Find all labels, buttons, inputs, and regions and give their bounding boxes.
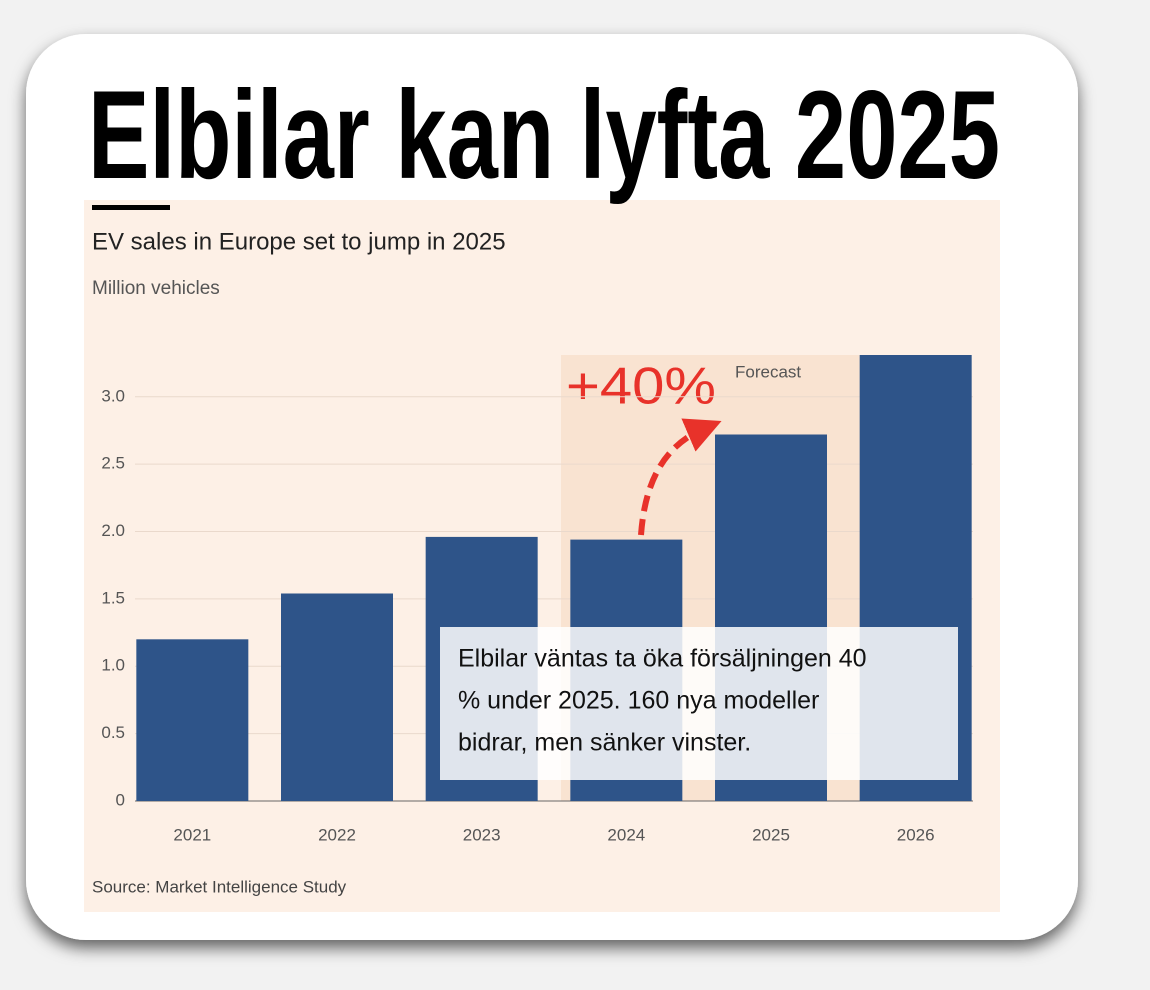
- y-tick-label: 0.5: [101, 723, 125, 742]
- title-rule: [92, 205, 170, 210]
- headline: Elbilar kan lyfta 2025: [88, 66, 1000, 205]
- forecast-label: Forecast: [735, 362, 801, 381]
- y-axis-label: Million vehicles: [92, 278, 220, 299]
- note-line: Elbilar väntas ta öka försäljningen 40: [458, 645, 867, 673]
- y-tick-label: 2.5: [101, 454, 125, 473]
- bar: [136, 639, 249, 801]
- note-box: [440, 627, 958, 780]
- x-tick-label: 2022: [318, 825, 356, 844]
- grid: 0 0.5 1.0 1.5 2.0 2.5 3.0: [101, 386, 973, 809]
- x-tick-label: 2021: [173, 825, 211, 844]
- annotation: +40%: [566, 358, 716, 416]
- bar: [281, 593, 393, 801]
- x-tick-label: 2026: [897, 825, 935, 844]
- y-tick-label: 0: [116, 790, 125, 809]
- y-tick-label: 1.5: [101, 588, 125, 607]
- x-tick-label: 2023: [463, 825, 501, 844]
- y-tick-label: 3.0: [101, 386, 125, 405]
- x-tick-label: 2025: [752, 825, 790, 844]
- note: Elbilar väntas ta öka försäljningen 40 % …: [458, 645, 867, 757]
- source: Source: Market Intelligence Study: [92, 877, 347, 896]
- note-line: % under 2025. 160 nya modeller: [458, 687, 819, 715]
- y-tick-label: 2.0: [101, 521, 125, 540]
- note-line: bidrar, men sänker vinster.: [458, 729, 751, 757]
- x-tick-label: 2024: [607, 825, 645, 844]
- chart-title: EV sales in Europe set to jump in 2025: [92, 228, 506, 255]
- y-tick-label: 1.0: [101, 656, 125, 675]
